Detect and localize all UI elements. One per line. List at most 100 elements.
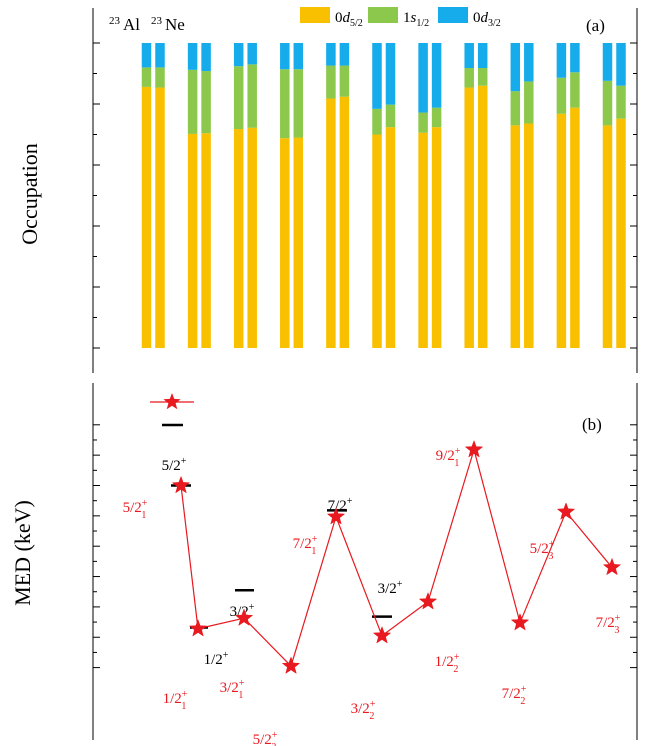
exp-level-label: 1/2+	[204, 650, 229, 668]
occupation-bar-segment	[201, 43, 211, 72]
parity: +	[181, 456, 187, 467]
occupation-bar-segment	[570, 107, 580, 348]
occupation-bar-segment	[247, 64, 257, 128]
state-label: 1/2+ 1	[163, 689, 188, 712]
state-label: 1/2+ 2	[435, 652, 460, 675]
spin: 7/2	[293, 536, 312, 552]
level-index: 1	[181, 701, 186, 712]
exp-level-label: 5/2+	[162, 456, 187, 474]
occupation-bar-segment	[524, 81, 534, 124]
spin: 7/2	[502, 686, 521, 702]
parity: +	[455, 446, 461, 457]
occupation-bar-segment	[293, 137, 304, 348]
occupation-bar-segment	[556, 113, 567, 348]
occupation-bar-segment	[616, 118, 626, 348]
level-index: 2	[369, 711, 374, 722]
spin: 5/2	[253, 732, 272, 746]
occupation-bar-segment	[464, 43, 474, 69]
occupation-bar-segment	[477, 43, 488, 69]
occupation-bar-segment	[233, 66, 244, 130]
occupation-bar-segment	[155, 87, 165, 348]
panel-b-legend	[150, 393, 194, 427]
parity: +	[454, 652, 460, 663]
legend-swatch	[300, 7, 330, 23]
occupation-bar-segment	[280, 69, 290, 139]
occupation-bar-segment	[556, 43, 567, 78]
exp-level-label: 7/2+	[328, 496, 353, 514]
state-label: 7/2+ 3	[596, 613, 621, 636]
level-index: 1	[311, 546, 316, 557]
occupation-bar-segment	[201, 133, 211, 348]
data-point-star	[556, 502, 576, 520]
parity: +	[249, 602, 255, 613]
occupation-bar-segment	[602, 125, 613, 348]
orbital-n: 0	[473, 10, 481, 26]
legend-label: 0d5/2	[335, 10, 363, 29]
data-point-star	[372, 625, 392, 644]
orbital-l: d	[481, 10, 489, 26]
orbital-l: s	[411, 10, 417, 26]
occupation-bar-segment	[201, 71, 211, 134]
left-nucleus-symbol: Al	[123, 15, 140, 34]
legend-star	[163, 393, 181, 410]
occupation-bar-segment	[556, 77, 567, 114]
occupation-bar-segment	[372, 108, 382, 135]
exp-levels: 5/2+1/2+3/2+7/2+3/2+	[162, 456, 403, 668]
occupation-bar-segment	[233, 129, 244, 348]
occupation-bar-segment	[616, 85, 626, 119]
occupation-bar-segment	[602, 43, 613, 81]
occupation-bar-segment	[570, 72, 580, 108]
spin: 7/2	[596, 615, 615, 631]
data-point-star	[188, 619, 208, 637]
occupation-bar-segment	[372, 134, 382, 348]
orbital-j: 5/2	[350, 18, 363, 29]
occupation-bar-segment	[339, 65, 350, 97]
state-label: 3/2+ 2	[351, 699, 376, 722]
parity: +	[347, 496, 353, 507]
spin: 3/2	[220, 680, 239, 696]
occupation-bar-segment	[431, 107, 442, 128]
parity: +	[312, 534, 318, 545]
spin: 9/2	[436, 448, 455, 464]
panel-a-tag: (a)	[586, 16, 605, 35]
occupation-bar-segment	[524, 43, 534, 82]
data-point-star	[281, 656, 301, 674]
data-point-star	[464, 439, 484, 458]
occupation-bar-segment	[187, 69, 198, 134]
orbital-legend: 0d5/2 1s1/2 0d3/2	[300, 7, 501, 29]
orbital-j: 3/2	[488, 18, 501, 29]
panel-b-frame	[92, 383, 638, 740]
nuclei-label: 23 Al 23 Ne	[109, 15, 185, 34]
spin: 5/2	[123, 500, 142, 516]
panel-a-y-axis	[93, 42, 637, 349]
occupation-bar-segment	[464, 68, 474, 88]
data-point-star	[234, 608, 254, 626]
spin: 5/2	[530, 541, 549, 557]
level-index: 2	[271, 742, 276, 746]
panel-a-frame	[92, 8, 638, 373]
spin: 3/2	[351, 701, 370, 717]
spin: 3/2	[378, 581, 397, 597]
occupation-bar-segment	[233, 43, 244, 67]
orbital-l: d	[343, 10, 351, 26]
occupation-bar-segment	[155, 43, 165, 68]
level-index: 1	[238, 690, 243, 701]
occupation-bar-segment	[141, 67, 152, 87]
occupation-bar-segment	[339, 96, 350, 349]
occupation-bar-segment	[418, 112, 428, 133]
parity: +	[615, 613, 621, 624]
occupation-bar-segment	[326, 98, 336, 348]
level-index: 2	[453, 664, 458, 675]
occupation-bar-segment	[464, 87, 474, 348]
state-label: 5/2+2	[253, 730, 278, 746]
right-nucleus-mass: 23	[151, 15, 163, 27]
legend-swatch	[438, 7, 468, 23]
occupation-bar-segment	[431, 127, 442, 349]
orbital-n: 0	[335, 10, 343, 26]
spin: 7/2	[328, 498, 347, 514]
parity: +	[142, 498, 148, 509]
spin: 1/2	[204, 652, 223, 668]
data-point-star	[326, 507, 346, 525]
panel-a-bars	[141, 43, 626, 349]
